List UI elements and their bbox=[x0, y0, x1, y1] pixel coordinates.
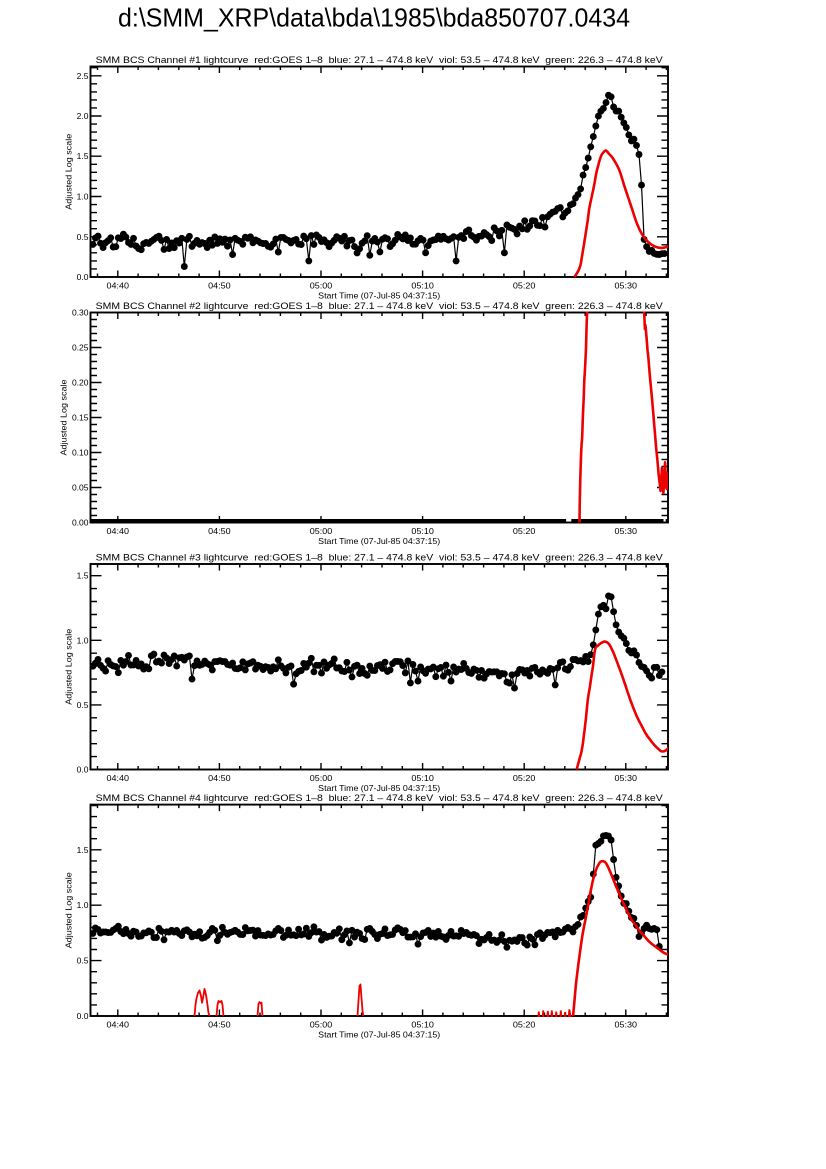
svg-text:0.5: 0.5 bbox=[77, 700, 89, 710]
svg-text:05:00: 05:00 bbox=[310, 526, 333, 536]
svg-text:04:40: 04:40 bbox=[107, 526, 130, 536]
svg-text:04:40: 04:40 bbox=[107, 1020, 130, 1030]
svg-text:05:30: 05:30 bbox=[615, 281, 638, 291]
svg-text:0.20: 0.20 bbox=[72, 378, 89, 388]
svg-text:2.0: 2.0 bbox=[77, 111, 89, 121]
svg-text:05:20: 05:20 bbox=[513, 281, 536, 291]
svg-text:0.0: 0.0 bbox=[77, 765, 89, 775]
svg-text:Start Time (07-Jul-85 04:37:15: Start Time (07-Jul-85 04:37:15) bbox=[318, 783, 440, 793]
svg-text:0.05: 0.05 bbox=[72, 483, 89, 493]
svg-text:1.5: 1.5 bbox=[77, 845, 89, 855]
svg-text:05:10: 05:10 bbox=[411, 773, 434, 783]
svg-text:05:10: 05:10 bbox=[411, 281, 434, 291]
svg-text:Adjusted Log scale: Adjusted Log scale bbox=[64, 134, 74, 210]
svg-text:05:10: 05:10 bbox=[411, 526, 434, 536]
svg-text:04:50: 04:50 bbox=[208, 281, 231, 291]
svg-text:SMM BCS Channel #2 lightcurve: SMM BCS Channel #2 lightcurve red:GOES 1… bbox=[96, 301, 664, 312]
svg-text:SMM BCS Channel #1 lightcurve: SMM BCS Channel #1 lightcurve red:GOES 1… bbox=[96, 55, 664, 66]
svg-text:0.30: 0.30 bbox=[72, 308, 89, 318]
svg-text:04:50: 04:50 bbox=[208, 1020, 231, 1030]
svg-text:0.5: 0.5 bbox=[77, 232, 89, 242]
svg-text:05:30: 05:30 bbox=[615, 1020, 638, 1030]
svg-text:Start Time (07-Jul-85 04:37:15: Start Time (07-Jul-85 04:37:15) bbox=[318, 536, 440, 546]
svg-text:Adjusted Log scale: Adjusted Log scale bbox=[64, 872, 74, 948]
svg-text:0.15: 0.15 bbox=[72, 413, 89, 423]
svg-text:Start Time (07-Jul-85 04:37:15: Start Time (07-Jul-85 04:37:15) bbox=[318, 291, 440, 301]
svg-text:Start Time (07-Jul-85 04:37:15: Start Time (07-Jul-85 04:37:15) bbox=[318, 1030, 440, 1040]
svg-text:04:40: 04:40 bbox=[107, 281, 130, 291]
svg-text:Adjusted Log scale: Adjusted Log scale bbox=[59, 379, 69, 455]
svg-text:2.5: 2.5 bbox=[77, 71, 89, 81]
svg-text:05:20: 05:20 bbox=[513, 1020, 536, 1030]
svg-text:0.0: 0.0 bbox=[77, 1011, 89, 1021]
svg-text:Adjusted Log scale: Adjusted Log scale bbox=[64, 629, 74, 705]
svg-text:05:20: 05:20 bbox=[513, 526, 536, 536]
svg-text:SMM BCS Channel #3 lightcurve: SMM BCS Channel #3 lightcurve red:GOES 1… bbox=[96, 553, 664, 564]
svg-text:1.0: 1.0 bbox=[77, 635, 89, 645]
svg-text:04:50: 04:50 bbox=[208, 773, 231, 783]
svg-text:05:00: 05:00 bbox=[310, 281, 333, 291]
svg-text:05:30: 05:30 bbox=[615, 526, 638, 536]
svg-text:05:00: 05:00 bbox=[310, 773, 333, 783]
svg-text:0.0: 0.0 bbox=[77, 272, 89, 282]
svg-text:1.0: 1.0 bbox=[77, 192, 89, 202]
svg-text:05:10: 05:10 bbox=[411, 1020, 434, 1030]
svg-text:05:00: 05:00 bbox=[310, 1020, 333, 1030]
svg-text:04:50: 04:50 bbox=[208, 526, 231, 536]
svg-text:04:40: 04:40 bbox=[107, 773, 130, 783]
svg-text:0.25: 0.25 bbox=[72, 343, 89, 353]
svg-text:SMM BCS Channel #4 lightcurve: SMM BCS Channel #4 lightcurve red:GOES 1… bbox=[96, 793, 664, 804]
svg-text:1.5: 1.5 bbox=[77, 571, 89, 581]
svg-text:0.5: 0.5 bbox=[77, 956, 89, 966]
svg-text:05:20: 05:20 bbox=[513, 773, 536, 783]
svg-text:1.5: 1.5 bbox=[77, 151, 89, 161]
svg-text:0.00: 0.00 bbox=[72, 518, 89, 528]
svg-text:1.0: 1.0 bbox=[77, 900, 89, 910]
svg-text:d:\SMM_XRP\data\bda\1985\bda85: d:\SMM_XRP\data\bda\1985\bda850707.0434 bbox=[118, 3, 630, 33]
svg-text:05:30: 05:30 bbox=[615, 773, 638, 783]
svg-text:0.10: 0.10 bbox=[72, 448, 89, 458]
